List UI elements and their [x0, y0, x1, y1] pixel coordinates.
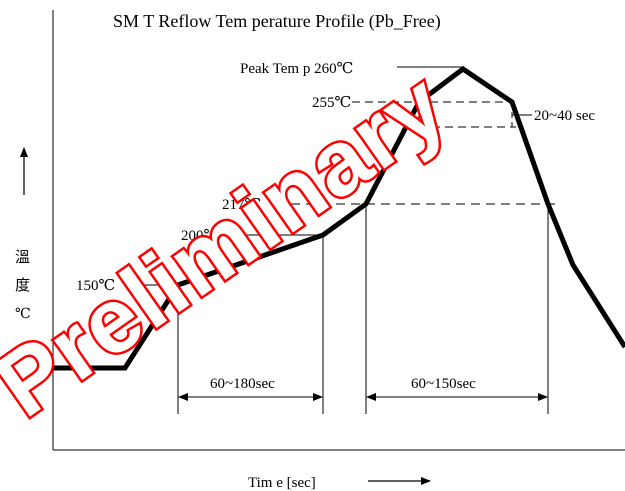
label-200: 200℃ [181, 228, 220, 244]
temperature-profile-curve [53, 65, 625, 371]
y-axis-label-3: ℃ [15, 307, 31, 322]
label-dwell: 20~40 sec [534, 108, 595, 124]
label-255: 255℃ [312, 95, 351, 111]
diagram-title: SM T Reflow Tem perature Profile (Pb_Fre… [113, 11, 441, 32]
y-axis-label-1: 溫 [15, 249, 30, 266]
label-217: 217℃ [222, 197, 261, 213]
x-axis-label: Tim e [sec] [248, 475, 316, 491]
label-150: 150℃ [76, 278, 115, 294]
y-axis-label-2: 度 [15, 277, 30, 294]
label-liquidus: 60~150sec [411, 376, 476, 392]
label-peak: Peak Tem p 260℃ [240, 61, 353, 77]
label-preheat: 60~180sec [210, 376, 275, 392]
